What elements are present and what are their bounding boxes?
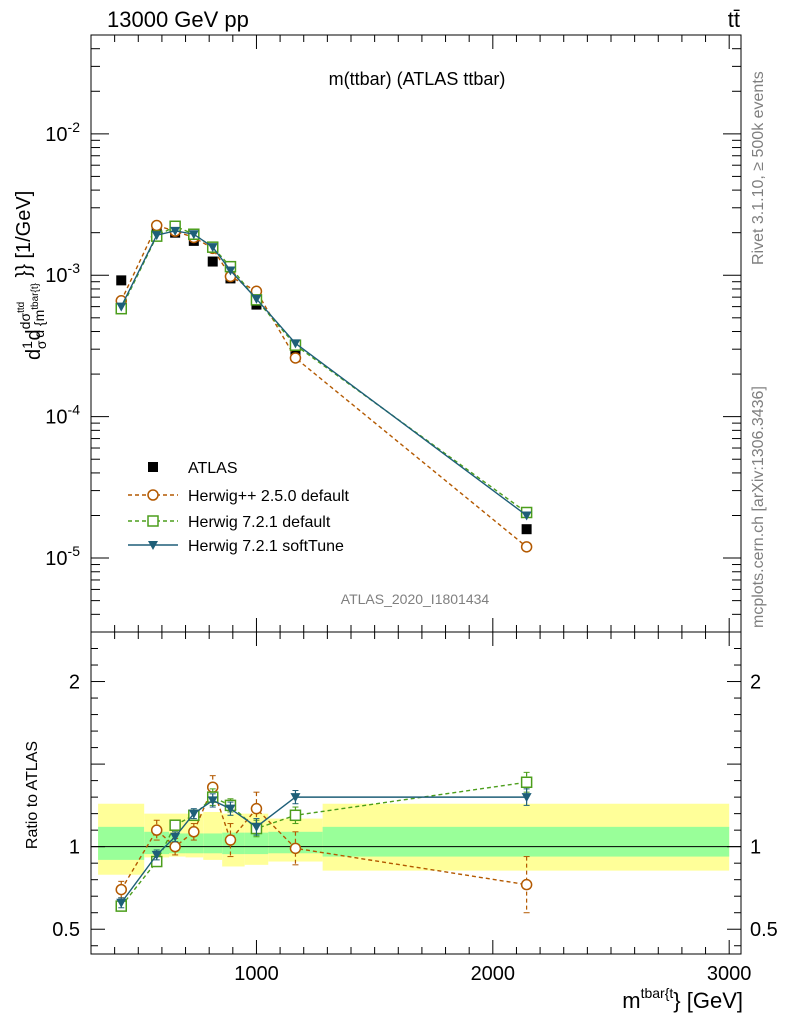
legend: ATLAS Herwig++ 2.5.0 default Herwig 7.2.1 … (128, 460, 350, 555)
data-point-3 (151, 231, 162, 241)
legend-marker (147, 515, 159, 527)
ratio-point-0 (250, 802, 263, 815)
y-tick-label: 10-5 (45, 543, 80, 570)
ratio-band-inner (322, 826, 730, 857)
ratio-point-0 (188, 826, 200, 838)
ratio-y-tick-label: 0.5 (750, 919, 778, 941)
plot-title: m(ttbar) (ATLAS ttbar) (329, 69, 506, 89)
rivet-label: Rivet 3.1.10, ≥ 500k events (750, 71, 767, 265)
x-axis-label-sup: tbar{t (641, 985, 674, 1001)
ratio-band-inner (244, 832, 269, 855)
legend-marker-atlas (148, 462, 158, 472)
ratio-point-0 (115, 883, 128, 896)
ratio-point-2 (225, 804, 236, 814)
data-point-atlas (521, 524, 532, 535)
ratio-frame (90, 631, 742, 955)
analysis-id: ATLAS_2020_I1801434 (341, 591, 490, 607)
ratio-point-2 (521, 793, 532, 803)
ratio-point-2 (151, 850, 162, 860)
ratio-y-tick-label: 1 (750, 837, 761, 859)
ratio-point-1 (169, 819, 181, 831)
data-point-3 (290, 339, 301, 349)
x-axis-label-main: m (622, 988, 640, 1013)
ratio-series-line (120, 785, 527, 890)
x-tick-label: 1000 (234, 963, 279, 985)
ratio-point-2 (207, 796, 218, 806)
series-line (120, 225, 528, 514)
y-tick-label: 10-4 (45, 402, 80, 429)
data-point-3 (207, 243, 218, 253)
x-tick-label: 3000 (707, 963, 752, 985)
ratio-panel: 1000 2000 3000 0.5 0.5 1 1 2 2 (52, 632, 778, 985)
ratio-point-2 (251, 822, 262, 832)
main-panel: 10-5 10-4 10-3 10-2 (45, 34, 741, 633)
ratio-point-0 (224, 834, 237, 846)
ratio-ylabel: Ratio to ATLAS (24, 741, 41, 849)
ratio-point-2 (188, 809, 199, 819)
legend-label: Herwig 7.2.1 default (188, 514, 331, 531)
data-point-1 (150, 219, 163, 232)
data-point-3 (188, 230, 199, 240)
data-point-3 (225, 266, 236, 276)
y-tick-label: 10-2 (45, 119, 80, 146)
ratio-point-0 (150, 824, 163, 836)
x-axis-label-rest: } [GeV] (673, 988, 743, 1013)
ratio-y-tick-label: 1 (69, 837, 80, 859)
legend-label: Herwig++ 2.5.0 default (188, 488, 350, 505)
process-label: tt̄ (728, 7, 740, 32)
main-ylabel: d1σddσttdd {mtbar{t} }} [1/GeV] (13, 191, 49, 360)
legend-label: ATLAS (188, 460, 238, 477)
x-axis-label: mtbar{t} [GeV] (622, 985, 743, 1013)
data-point-1 (289, 352, 302, 364)
ratio-point-0 (520, 878, 533, 891)
ratio-y-tick-label: 0.5 (52, 919, 80, 941)
legend-marker (147, 489, 159, 501)
data-point-1 (520, 541, 533, 553)
beam-label: 13000 GeV pp (107, 7, 249, 32)
ratio-point-0 (289, 842, 302, 855)
ratio-point-2 (170, 832, 181, 842)
series-line (120, 230, 528, 517)
ratio-point-2 (116, 898, 127, 908)
ratio-band-inner (185, 833, 204, 854)
ratio-band-inner (98, 826, 145, 860)
ratio-y-tick-label: 2 (69, 672, 80, 694)
x-tick-label: 2000 (471, 963, 516, 985)
data-point-3 (116, 302, 127, 312)
ratio-band-inner (203, 833, 223, 854)
legend-label: Herwig 7.2.1 softTune (188, 538, 344, 555)
mcplots-label: mcplots.cern.ch [arXiv:1306.3436] (750, 386, 767, 628)
ratio-point-0 (169, 840, 181, 853)
ratio-point-1 (520, 776, 533, 789)
legend-marker (148, 541, 158, 550)
y-tick-label: 10-3 (45, 260, 80, 287)
ratio-y-tick-label: 2 (750, 672, 761, 694)
svg-text:d1σddσttdd {mtbar{t} }} [1/GeV: d1σddσttdd {mtbar{t} }} [1/GeV] (13, 191, 49, 360)
ratio-point-2 (290, 793, 301, 803)
data-point-atlas (116, 275, 127, 286)
ratio-point-1 (289, 809, 302, 822)
data-point-3 (170, 226, 181, 236)
data-point-atlas (207, 256, 218, 267)
data-point-3 (251, 294, 262, 304)
data-point-3 (521, 511, 532, 521)
